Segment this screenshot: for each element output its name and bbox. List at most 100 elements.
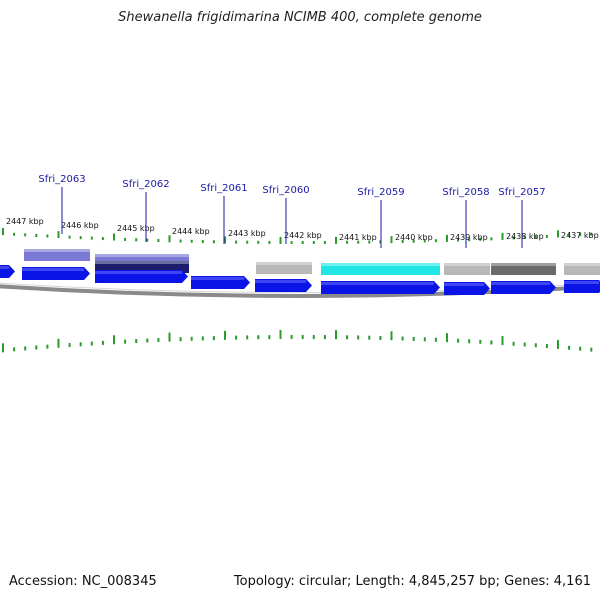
tick-mark-bottom — [568, 345, 571, 350]
tick-mark-top — [235, 240, 238, 244]
tick-mark-bottom — [390, 331, 393, 341]
tick-mark-bottom — [290, 335, 293, 340]
tick-mark-bottom — [35, 345, 38, 350]
gene-label: Sfri_2057 — [498, 187, 545, 198]
tick-mark-bottom — [268, 335, 271, 340]
tick-mark-top — [212, 240, 215, 244]
tick-mark-bottom — [446, 333, 448, 343]
tick-mark-bottom — [323, 335, 326, 340]
feature-block-gray — [256, 262, 312, 274]
kbp-label: 2441 kbp — [339, 233, 377, 242]
tick-mark-bottom — [468, 339, 471, 344]
tick-mark-bottom — [423, 337, 426, 342]
tick-mark-bottom — [579, 346, 582, 351]
tick-mark-top — [279, 236, 282, 244]
tick-mark-top — [501, 232, 504, 240]
tick-mark-bottom — [13, 347, 16, 352]
tick-mark-bottom — [523, 342, 526, 347]
tick-mark-bottom — [379, 335, 382, 340]
tick-mark-bottom — [90, 341, 93, 346]
tick-mark-bottom — [224, 330, 226, 340]
tick-mark-top — [523, 235, 526, 239]
tick-mark-bottom — [479, 339, 482, 344]
tick-mark-bottom — [146, 338, 149, 343]
tick-mark-top — [490, 237, 493, 241]
tick-mark-top — [13, 232, 16, 236]
tick-mark-top — [46, 234, 49, 238]
tick-mark-bottom — [2, 343, 4, 353]
feature-block-shine — [24, 249, 90, 252]
tick-mark-top — [68, 235, 71, 239]
feature-track — [24, 249, 600, 275]
cds-arrow-shine — [95, 271, 182, 274]
tick-mark-top — [457, 238, 460, 242]
tick-mark-top — [479, 237, 482, 241]
tick-mark-top — [246, 240, 249, 244]
gene-label: Sfri_2060 — [262, 185, 309, 196]
feature-block-cyan — [321, 263, 440, 275]
cds-arrow-shine — [444, 283, 484, 286]
tick-mark-bottom — [512, 341, 515, 346]
tick-row-top — [2, 228, 593, 244]
tick-mark-top — [412, 239, 415, 243]
tick-mark-bottom — [335, 330, 337, 340]
kbp-label: 2443 kbp — [228, 229, 266, 238]
cds-arrow-shine — [255, 280, 306, 283]
tick-mark-bottom — [212, 336, 215, 341]
tick-mark-top — [545, 234, 548, 238]
kbp-label: 2447 kbp — [6, 217, 44, 226]
kbp-label: 2442 kbp — [284, 231, 322, 240]
tick-mark-bottom — [279, 330, 282, 340]
tick-mark-top — [224, 236, 226, 244]
tick-mark-bottom — [312, 335, 315, 340]
kbp-label: 2439 kbp — [450, 233, 488, 242]
tick-mark-bottom — [257, 335, 260, 340]
tick-mark-top — [335, 236, 337, 244]
tick-mark-top — [468, 238, 471, 242]
tick-mark-top — [557, 230, 559, 238]
tick-mark-bottom — [101, 340, 104, 345]
feature-block-shine — [321, 263, 440, 266]
tick-mark-bottom — [68, 343, 71, 348]
tick-mark-top — [423, 239, 426, 243]
feature-block-gray — [564, 263, 600, 275]
tick-mark-bottom — [79, 342, 82, 347]
tick-mark-top — [323, 240, 326, 244]
feature-block-shine — [256, 262, 312, 265]
kbp-label: 2440 kbp — [395, 233, 433, 242]
tick-mark-bottom — [246, 335, 249, 340]
tick-mark-bottom — [24, 346, 27, 351]
tick-mark-top — [534, 235, 537, 239]
tick-mark-bottom — [168, 332, 171, 342]
tick-mark-top — [157, 238, 160, 242]
tick-mark-bottom — [179, 337, 182, 342]
tick-mark-top — [379, 240, 382, 244]
tick-mark-bottom — [190, 336, 193, 341]
tick-mark-top — [301, 240, 304, 244]
tick-mark-top — [135, 238, 138, 242]
tick-mark-bottom — [545, 344, 548, 349]
tick-mark-top — [357, 240, 360, 244]
cds-arrow-shine — [0, 266, 9, 269]
kbp-label: 2438 kbp — [506, 232, 544, 241]
tick-mark-bottom — [490, 340, 493, 345]
tick-mark-bottom — [401, 336, 404, 341]
cds-arrow-shine — [564, 281, 599, 284]
tick-mark-top — [179, 239, 182, 243]
tick-mark-bottom — [368, 335, 371, 340]
cds-arrow-shine — [321, 282, 434, 285]
tick-mark-top — [568, 233, 571, 237]
tick-mark-top — [312, 240, 315, 244]
cds-track — [0, 265, 600, 295]
cds-arrow-shine — [491, 282, 550, 285]
gene-label: Sfri_2058 — [442, 187, 489, 198]
tick-mark-top — [168, 235, 171, 243]
tick-mark-top — [268, 240, 271, 244]
tick-mark-top — [190, 239, 193, 243]
tick-mark-bottom — [46, 344, 49, 349]
tick-mark-top — [446, 234, 448, 242]
gene-label: Sfri_2061 — [200, 183, 247, 194]
tick-mark-top — [434, 239, 437, 243]
map-title: Shewanella frigidimarina NCIMB 400, comp… — [118, 10, 482, 25]
feature-block-dark-gray — [491, 263, 556, 275]
